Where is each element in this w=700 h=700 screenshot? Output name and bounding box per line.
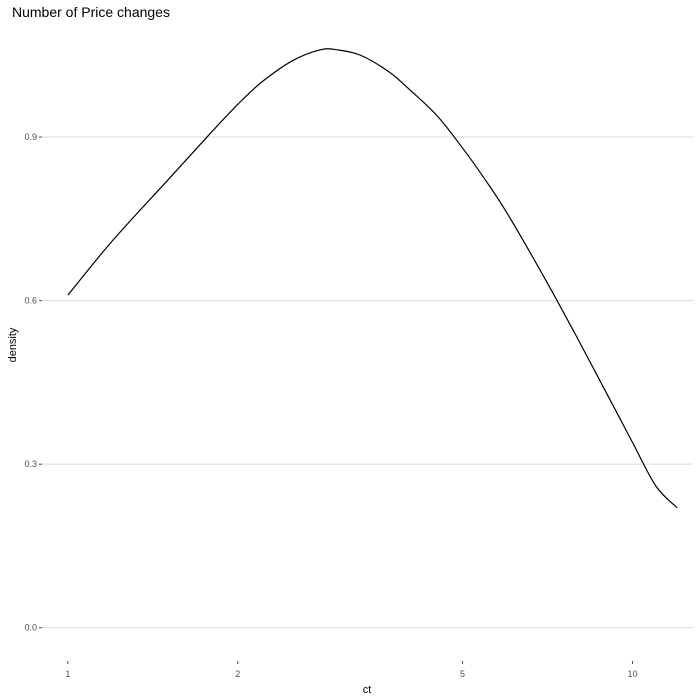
x-tick-label: 5 (460, 669, 465, 679)
y-axis: 0.0 0.3 0.6 0.9 (24, 132, 42, 633)
y-axis-title: density (7, 327, 19, 362)
y-tick-label: 0.9 (24, 132, 37, 142)
y-tick-label: 0.0 (24, 623, 37, 633)
x-tick-label: 1 (65, 669, 70, 679)
y-tick-label: 0.3 (24, 459, 37, 469)
x-tick-label: 2 (235, 669, 240, 679)
x-axis-title: ct (363, 684, 372, 696)
y-tick-label: 0.6 (24, 296, 37, 306)
density-line (67, 48, 678, 509)
chart-title: Number of Price changes (12, 4, 170, 20)
gridlines (42, 136, 693, 629)
x-tick-label: 10 (627, 669, 637, 679)
x-axis: 1 2 5 10 (65, 661, 637, 679)
